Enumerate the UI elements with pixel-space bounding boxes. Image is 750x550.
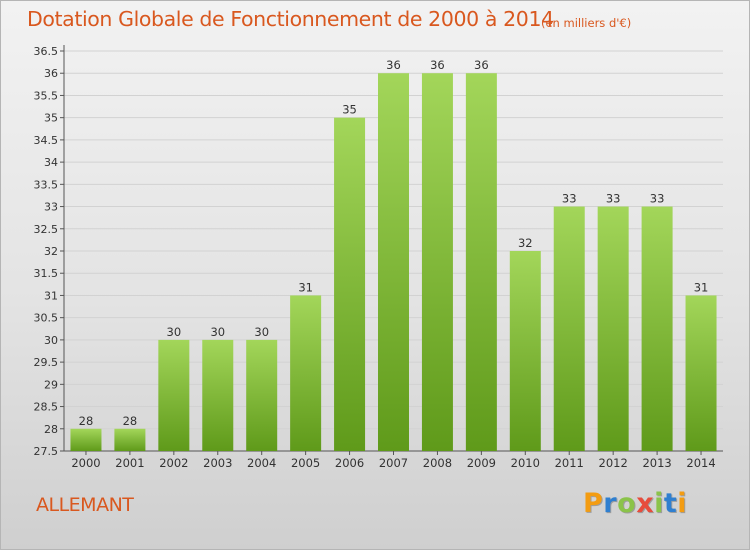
y-tick-label: 33.5 [34, 178, 59, 191]
bar-2000 [70, 428, 102, 451]
x-tick-label: 2006 [335, 456, 364, 470]
bar-2002 [158, 339, 190, 451]
x-tick-label: 2002 [159, 456, 188, 470]
data-label: 28 [123, 414, 138, 428]
commune-name: ALLEMANT [36, 494, 134, 516]
data-label: 28 [79, 414, 94, 428]
logo-letter: P [583, 488, 604, 519]
data-label: 33 [606, 192, 621, 206]
data-label: 30 [254, 325, 269, 339]
chart-unit: (en milliers d'€) [541, 16, 632, 30]
y-tick-label: 32.5 [34, 223, 59, 236]
data-label: 31 [298, 280, 313, 294]
chart-title: Dotation Globale de Fonctionnement de 20… [27, 7, 554, 31]
bar-2001 [114, 428, 146, 451]
y-tick-label: 32 [44, 245, 58, 258]
bars [70, 73, 717, 452]
bar-2006 [334, 117, 366, 452]
data-label: 32 [518, 236, 533, 250]
bar-2014 [685, 295, 717, 451]
x-tick-label: 2004 [247, 456, 276, 470]
logo-letter: r [603, 488, 618, 519]
x-tick-label: 2005 [291, 456, 320, 470]
data-label: 30 [210, 325, 225, 339]
y-tick-label: 35.5 [34, 89, 59, 102]
y-tick-label: 30 [44, 334, 58, 347]
y-tick-label: 34.5 [34, 134, 59, 147]
y-tick-label: 28 [44, 423, 58, 436]
logo-letter: o [617, 488, 637, 519]
y-tick-label: 31.5 [34, 267, 59, 280]
data-label: 36 [474, 58, 489, 72]
bar-2003 [202, 339, 234, 451]
data-label: 36 [386, 58, 401, 72]
proxiti-logo: Proxiti [583, 488, 687, 519]
y-tick-label: 33 [44, 201, 58, 214]
x-tick-label: 2007 [379, 456, 408, 470]
y-tick-label: 30.5 [34, 312, 59, 325]
bar-2011 [553, 206, 585, 451]
y-tick-label: 34 [44, 156, 58, 169]
y-tick-label: 36 [44, 67, 58, 80]
y-tick-label: 28.5 [34, 401, 59, 414]
y-tick-label: 31 [44, 289, 58, 302]
x-tick-label: 2011 [555, 456, 584, 470]
data-labels: 28 28 30 30 30 31 35 36 36 36 32 33 33 33 31 [79, 58, 709, 428]
logo-letter: i [677, 488, 688, 519]
bar-2005 [290, 295, 322, 451]
x-tick-label: 2010 [511, 456, 540, 470]
x-tick-label: 2003 [203, 456, 232, 470]
data-label: 35 [342, 103, 357, 117]
x-tick-label: 2012 [599, 456, 628, 470]
bar-2009 [465, 73, 497, 451]
x-tick-label: 2009 [467, 456, 496, 470]
y-tick-label: 35 [44, 112, 58, 125]
bar-2012 [597, 206, 629, 451]
axes: 27.5 28 28.5 29 29.5 30 30.5 31 31.5 32 32.5 33 33.5… [34, 45, 723, 470]
bar-2008 [421, 73, 453, 451]
y-tick-label: 27.5 [34, 445, 59, 458]
y-tick-label: 36.5 [34, 45, 59, 58]
x-tick-label: 2000 [71, 456, 100, 470]
x-tick-label: 2008 [423, 456, 452, 470]
data-label: 33 [562, 192, 577, 206]
bar-2007 [378, 73, 409, 451]
bar-2004 [246, 339, 278, 451]
data-label: 31 [694, 280, 709, 294]
x-tick-label: 2014 [686, 456, 715, 470]
x-tick-label: 2013 [642, 456, 671, 470]
logo-letter: x [636, 488, 655, 519]
data-label: 33 [650, 192, 665, 206]
logo-letter: i [654, 488, 664, 519]
bar-2013 [641, 206, 673, 451]
data-label: 30 [167, 325, 182, 339]
bar-2010 [509, 251, 541, 451]
x-tick-label: 2001 [115, 456, 144, 470]
data-label: 36 [430, 58, 445, 72]
y-tick-label: 29.5 [34, 356, 59, 369]
y-tick-label: 29 [44, 378, 58, 391]
logo-letter: t [663, 488, 678, 519]
